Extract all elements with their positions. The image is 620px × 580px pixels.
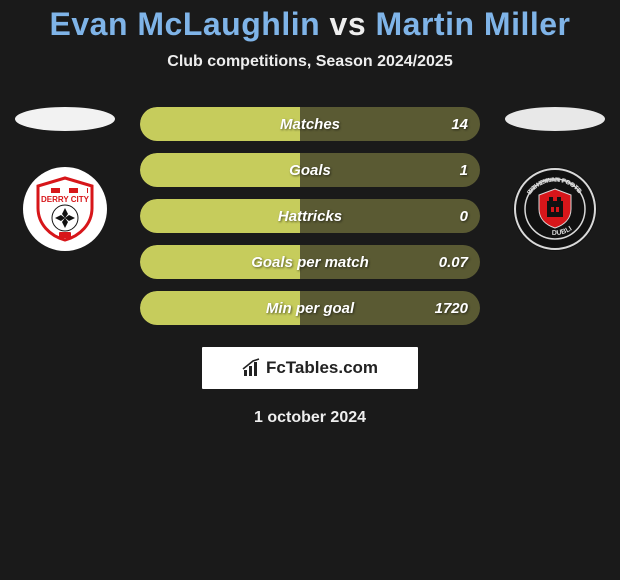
stat-row: Goals 1: [140, 153, 480, 187]
stat-fill: [140, 199, 300, 233]
stat-fill: [140, 153, 300, 187]
date-line: 1 october 2024: [0, 409, 620, 427]
left-side: DERRY CITY: [10, 107, 120, 251]
svg-text:DERRY CITY: DERRY CITY: [41, 195, 90, 204]
brand-text: FcTables.com: [266, 358, 378, 378]
main-row: DERRY CITY Matches 14 Goals 1 Hattricks 0 Goal…: [0, 107, 620, 325]
stat-fill: [140, 107, 300, 141]
stat-label: Goals per match: [251, 254, 369, 271]
player1-head-placeholder: [15, 107, 115, 131]
club-badge-left: DERRY CITY: [23, 167, 107, 251]
stat-value-right: 0.07: [439, 254, 468, 271]
stat-value-right: 1720: [435, 300, 468, 317]
player2-head-placeholder: [505, 107, 605, 131]
player2-name: Martin Miller: [376, 6, 571, 42]
stat-label: Hattricks: [278, 208, 342, 225]
stat-label: Goals: [289, 162, 331, 179]
vs-label: vs: [330, 6, 367, 42]
stat-value-right: 0: [460, 208, 468, 225]
comparison-card: Evan McLaughlin vs Martin Miller Club co…: [0, 0, 620, 427]
stat-label: Min per goal: [266, 300, 354, 317]
player1-name: Evan McLaughlin: [50, 6, 321, 42]
stat-row: Min per goal 1720: [140, 291, 480, 325]
stat-row: Goals per match 0.07: [140, 245, 480, 279]
right-side: BOHEMIAN FOOTBALL BOHEMIAN FOOTBALL CLUB…: [500, 107, 610, 251]
stats-column: Matches 14 Goals 1 Hattricks 0 Goals per match…: [140, 107, 480, 325]
stat-value-right: 14: [451, 116, 468, 133]
subtitle: Club competitions, Season 2024/2025: [0, 53, 620, 71]
brand-box[interactable]: FcTables.com: [202, 347, 418, 389]
stat-value-right: 1: [460, 162, 468, 179]
chart-icon: [242, 358, 262, 378]
derry-city-crest-icon: DERRY CITY: [30, 174, 100, 244]
bohemian-fc-crest-icon: BOHEMIAN FOOTBALL BOHEMIAN FOOTBALL CLUB…: [513, 167, 597, 251]
stat-row: Matches 14: [140, 107, 480, 141]
stat-label: Matches: [280, 116, 340, 133]
club-badge-right: BOHEMIAN FOOTBALL BOHEMIAN FOOTBALL CLUB…: [513, 167, 597, 251]
stat-row: Hattricks 0: [140, 199, 480, 233]
page-title: Evan McLaughlin vs Martin Miller: [0, 6, 620, 43]
